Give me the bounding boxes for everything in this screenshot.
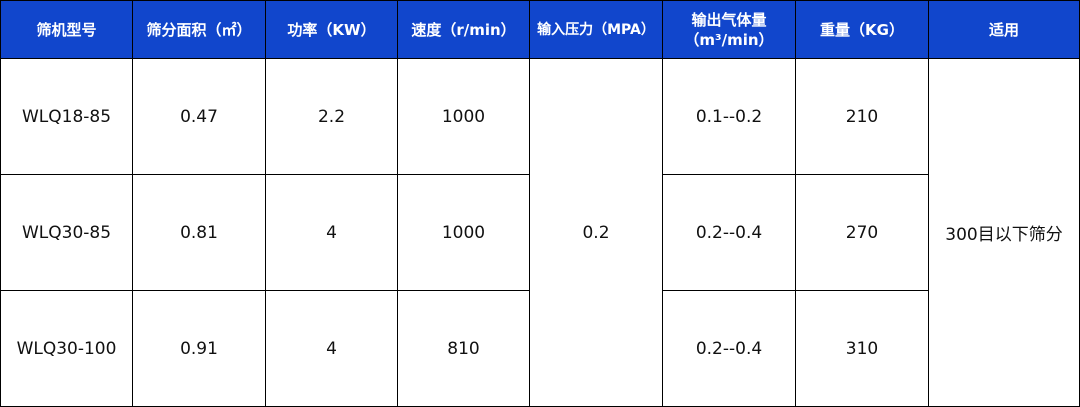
- header-row: 筛机型号 筛分面积（㎡） 功率（KW） 速度（r/min） 输入压力（MPA） …: [0, 0, 1080, 59]
- table-row: WLQ18-85 0.47 2.2 1000 0.2 0.1--0.2 210 …: [0, 58, 1080, 407]
- cell-speed: 1000: [397, 58, 530, 175]
- header-power: 功率（KW）: [265, 0, 398, 59]
- cell-gas: 0.1--0.2: [662, 58, 796, 175]
- header-usage: 适用: [928, 0, 1080, 59]
- cell-speed: 1000: [397, 174, 530, 291]
- header-pressure: 输入压力（MPA）: [529, 0, 663, 59]
- cell-weight: 270: [795, 174, 929, 291]
- cell-weight: 210: [795, 58, 929, 175]
- cell-gas: 0.2--0.4: [662, 174, 796, 291]
- cell-model: WLQ30-85: [0, 174, 133, 291]
- header-weight: 重量（KG）: [795, 0, 929, 59]
- cell-power: 4: [265, 290, 398, 407]
- header-gas-line2: （m³/min）: [684, 30, 774, 49]
- cell-model: WLQ18-85: [0, 58, 133, 175]
- cell-usage: 300目以下筛分: [928, 58, 1080, 407]
- cell-weight: 310: [795, 290, 929, 407]
- header-gas: 输出气体量 （m³/min）: [662, 0, 796, 59]
- cell-model: WLQ30-100: [0, 290, 133, 407]
- cell-power: 4: [265, 174, 398, 291]
- cell-speed: 810: [397, 290, 530, 407]
- cell-gas: 0.2--0.4: [662, 290, 796, 407]
- cell-area: 0.47: [132, 58, 266, 175]
- table-row: WLQ30-85 0.81 4 1000 0.2--0.4 270: [0, 174, 1080, 291]
- header-area: 筛分面积（㎡）: [132, 0, 266, 59]
- cell-area: 0.81: [132, 174, 266, 291]
- table-row: WLQ30-100 0.91 4 810 0.2--0.4 310: [0, 290, 1080, 407]
- header-speed: 速度（r/min）: [397, 0, 530, 59]
- cell-power: 2.2: [265, 58, 398, 175]
- header-model: 筛机型号: [0, 0, 133, 59]
- header-gas-line1: 输出气体量: [691, 10, 767, 29]
- cell-pressure: 0.2: [529, 58, 663, 407]
- cell-area: 0.91: [132, 290, 266, 407]
